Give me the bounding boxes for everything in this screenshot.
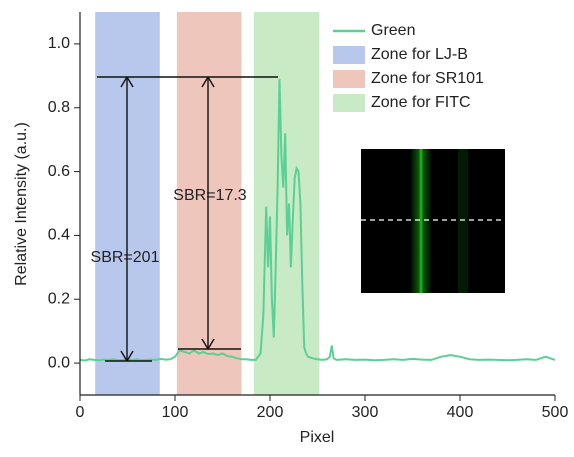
annotation-line xyxy=(120,350,128,362)
annotation-line xyxy=(120,76,128,88)
legend-label: Green xyxy=(371,22,415,39)
legend-label: Zone for SR101 xyxy=(371,70,484,87)
y-tick-label: 0.8 xyxy=(48,99,70,116)
inset-image xyxy=(361,149,505,293)
legend-patch xyxy=(333,94,365,112)
x-tick-label: 300 xyxy=(352,404,379,421)
x-tick-label: 100 xyxy=(162,404,189,421)
annotation: SBR=201 xyxy=(91,249,160,266)
annotation: SBR=17.3 xyxy=(173,187,246,204)
data-line xyxy=(79,79,556,362)
annotation-line xyxy=(126,350,134,362)
y-tick-label: 1.0 xyxy=(48,35,70,52)
x-tick-label: 200 xyxy=(257,404,284,421)
annotation-line xyxy=(201,76,209,88)
y-tick-label: 0.0 xyxy=(48,354,70,371)
zone xyxy=(176,12,242,395)
annotation-line xyxy=(201,338,209,350)
legend-patch xyxy=(333,70,365,88)
legend-patch xyxy=(333,46,365,64)
y-axis-label: Relative Intensity (a.u.) xyxy=(13,122,30,286)
x-tick-label: 400 xyxy=(447,404,474,421)
x-axis-label: Pixel xyxy=(300,429,335,446)
x-tick-label: 0 xyxy=(76,404,85,421)
x-tick-label: 500 xyxy=(542,404,569,421)
legend-label: Zone for LJ-B xyxy=(371,46,468,63)
annotation-line xyxy=(207,76,215,88)
annotation-line xyxy=(207,338,215,350)
y-tick-label: 0.2 xyxy=(48,290,70,307)
annotation-line xyxy=(126,76,134,88)
legend-label: Zone for FITC xyxy=(371,94,471,111)
y-tick-label: 0.4 xyxy=(48,227,70,244)
y-tick-label: 0.6 xyxy=(48,163,70,180)
